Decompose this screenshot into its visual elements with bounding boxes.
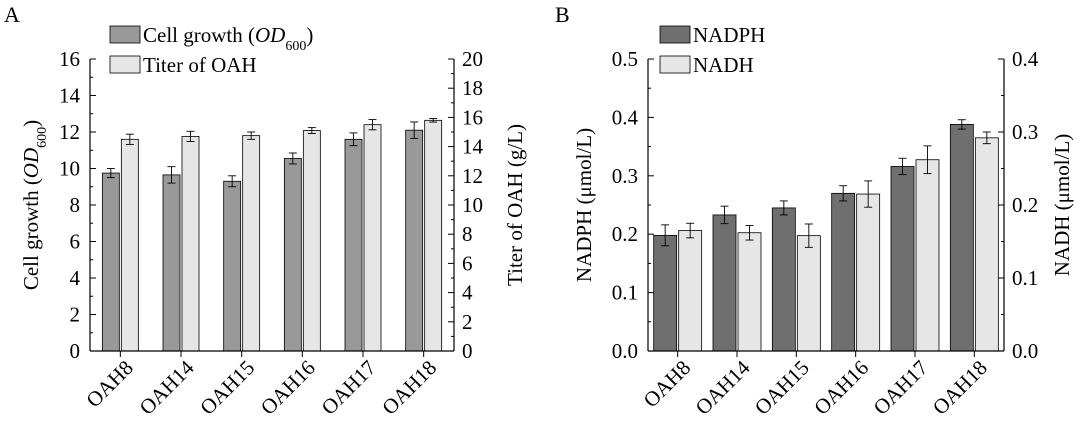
- bar: [101, 172, 120, 352]
- y-axis-title-right: NADH (μmol/L): [1050, 134, 1074, 277]
- y-tick-label-right: 0.4: [1012, 47, 1039, 71]
- legend-swatch: [659, 55, 691, 74]
- y-tick-label-right: 14: [462, 135, 484, 159]
- x-tick-label: OAH15: [750, 356, 814, 420]
- bar: [242, 135, 261, 352]
- x-tick-label: OAH17: [317, 356, 381, 420]
- y-tick-label-left: 4: [70, 266, 81, 290]
- y-tick-label-left: 12: [59, 120, 80, 144]
- bar: [302, 130, 321, 352]
- y-tick-label-left: 14: [59, 84, 81, 108]
- x-tick-label: OAH8: [81, 356, 138, 413]
- x-tick-label: OAH18: [928, 356, 992, 420]
- bar: [344, 138, 363, 352]
- y-tick-label-right: 18: [462, 76, 483, 100]
- y-tick-label-left: 0: [70, 339, 81, 363]
- bar: [712, 214, 737, 352]
- bar: [737, 232, 762, 352]
- x-tick-label: OAH15: [195, 356, 259, 420]
- x-tick-label: OAH8: [639, 356, 696, 413]
- legend-swatch: [109, 55, 141, 74]
- bar: [363, 124, 382, 352]
- x-tick-label: OAH16: [809, 356, 873, 420]
- y-tick-label-right: 20: [462, 47, 483, 71]
- y-tick-label-left: 16: [59, 47, 80, 71]
- y-tick-label-left: 0.4: [612, 105, 639, 129]
- y-tick-label-right: 16: [462, 105, 483, 129]
- legend-swatch: [659, 25, 691, 44]
- panel-label: B: [555, 2, 570, 27]
- y-tick-label-left: 8: [70, 193, 81, 217]
- y-tick-label-right: 0.3: [1012, 120, 1038, 144]
- x-tick-label: OAH14: [135, 355, 199, 419]
- y-tick-label-right: 6: [462, 251, 473, 275]
- y-tick-label-left: 6: [70, 230, 81, 254]
- legend-label: NADH: [693, 53, 754, 77]
- bar: [120, 138, 139, 352]
- y-tick-label-left: 0.1: [612, 281, 638, 305]
- y-tick-label-right: 0.0: [1012, 339, 1038, 363]
- bar: [831, 192, 856, 352]
- bar: [771, 207, 796, 352]
- y-tick-label-right: 2: [462, 310, 473, 334]
- y-tick-label-right: 12: [462, 164, 483, 188]
- bar: [796, 235, 821, 352]
- bar: [974, 137, 999, 352]
- bar: [424, 119, 443, 352]
- legend-swatch: [109, 25, 141, 44]
- y-axis-title-left: NADPH (μmol/L): [572, 128, 596, 282]
- bar: [653, 234, 678, 352]
- x-tick-label: OAH14: [691, 355, 755, 419]
- bar: [405, 129, 424, 352]
- y-tick-label-right: 4: [462, 281, 473, 305]
- y-tick-label-right: 0: [462, 339, 473, 363]
- x-tick-label: OAH17: [869, 356, 933, 420]
- legend-label: NADPH: [693, 23, 765, 47]
- bar: [915, 159, 940, 352]
- bar: [162, 174, 181, 352]
- y-tick-label-left: 0.3: [612, 164, 638, 188]
- y-axis-title-right: Titer of OAH (g/L): [503, 124, 527, 286]
- y-tick-label-left: 0.5: [612, 47, 638, 71]
- bar: [283, 158, 302, 352]
- y-tick-label-right: 0.1: [1012, 266, 1038, 290]
- y-tick-label-right: 8: [462, 222, 473, 246]
- y-axis-title-left: Cell growth (OD600): [19, 120, 50, 290]
- y-tick-label-left: 10: [59, 157, 80, 181]
- y-tick-label-left: 2: [70, 303, 81, 327]
- y-tick-label-left: 0.2: [612, 222, 638, 246]
- x-tick-label: OAH16: [256, 356, 320, 420]
- y-tick-label-right: 0.2: [1012, 193, 1038, 217]
- bar: [181, 135, 200, 352]
- bar: [890, 166, 915, 352]
- bar: [223, 180, 242, 352]
- bar: [949, 124, 974, 352]
- legend-label: Cell growth (OD600): [143, 23, 313, 54]
- legend-label: Titer of OAH: [143, 53, 257, 77]
- y-tick-label-right: 10: [462, 193, 483, 217]
- panel-label: A: [4, 2, 20, 27]
- x-tick-label: OAH18: [377, 356, 441, 420]
- bar: [678, 230, 703, 352]
- bar: [856, 193, 881, 352]
- y-tick-label-left: 0.0: [612, 339, 638, 363]
